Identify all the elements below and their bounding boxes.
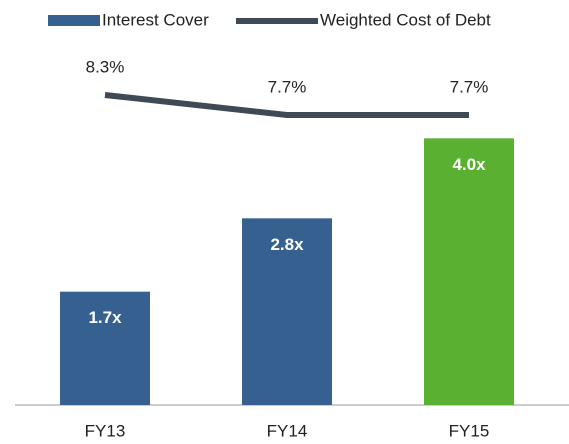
legend-swatch: [48, 15, 100, 26]
line-value-label: 7.7%: [450, 77, 489, 96]
x-tick-label: FY15: [449, 421, 490, 440]
legend-label: Interest Cover: [102, 10, 209, 29]
line: [104, 92, 469, 118]
bar-value-label: 2.8x: [270, 235, 304, 254]
bar: [242, 218, 332, 405]
line-value-label: 8.3%: [86, 57, 125, 76]
legend-label: Weighted Cost of Debt: [320, 10, 491, 29]
bar-value-label: 4.0x: [452, 155, 486, 174]
bar: [60, 291, 150, 405]
x-tick-label: FY14: [267, 421, 308, 440]
bar-value-label: 1.7x: [88, 308, 122, 327]
bar: [424, 138, 514, 406]
line-value-label: 7.7%: [268, 77, 307, 96]
x-tick-label: FY13: [85, 421, 126, 440]
